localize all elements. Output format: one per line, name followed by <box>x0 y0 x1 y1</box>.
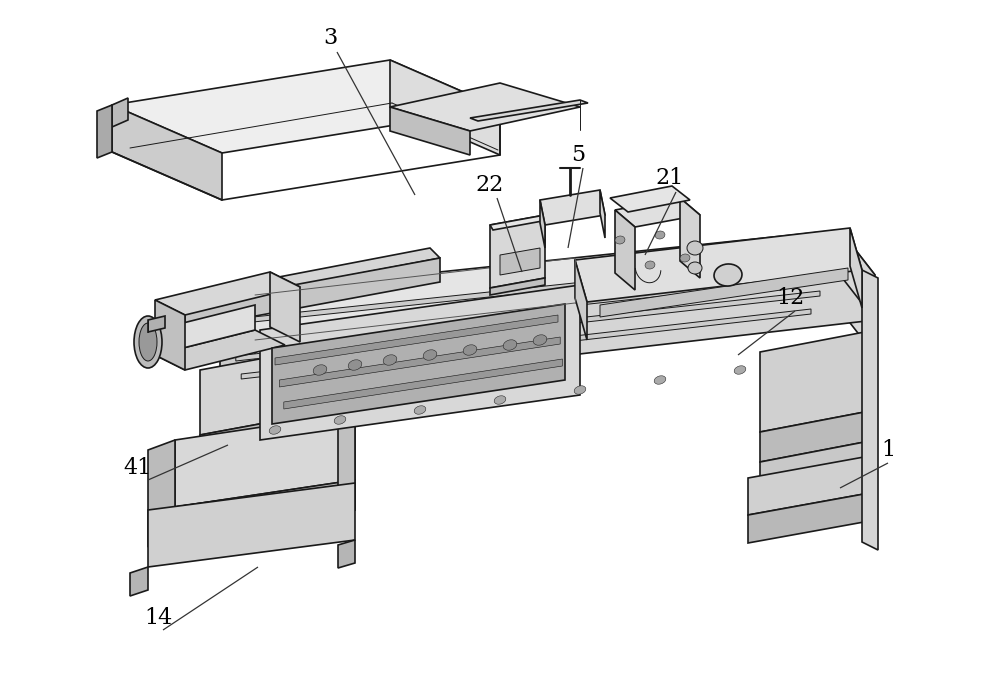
Polygon shape <box>840 230 875 355</box>
Polygon shape <box>748 455 875 515</box>
Polygon shape <box>540 190 605 225</box>
Polygon shape <box>862 270 878 550</box>
Ellipse shape <box>423 350 437 360</box>
Ellipse shape <box>348 360 362 370</box>
Text: 41: 41 <box>124 457 152 479</box>
Polygon shape <box>760 330 875 432</box>
Polygon shape <box>390 60 500 155</box>
Text: 22: 22 <box>476 174 504 196</box>
Text: 21: 21 <box>656 167 684 189</box>
Polygon shape <box>200 410 335 455</box>
Ellipse shape <box>574 386 586 394</box>
Ellipse shape <box>134 316 162 368</box>
Polygon shape <box>575 228 862 302</box>
Polygon shape <box>175 413 355 507</box>
Polygon shape <box>200 345 335 435</box>
Polygon shape <box>760 410 875 462</box>
Polygon shape <box>255 275 875 385</box>
Polygon shape <box>185 248 440 305</box>
Ellipse shape <box>615 236 625 244</box>
Polygon shape <box>155 300 185 370</box>
Polygon shape <box>390 107 470 155</box>
Polygon shape <box>272 304 565 424</box>
Polygon shape <box>241 309 811 379</box>
Ellipse shape <box>503 339 517 350</box>
Ellipse shape <box>680 254 690 262</box>
Polygon shape <box>148 316 165 332</box>
Ellipse shape <box>463 345 477 355</box>
Text: 14: 14 <box>144 607 172 629</box>
Polygon shape <box>148 440 175 547</box>
Polygon shape <box>470 100 588 121</box>
Polygon shape <box>112 105 222 200</box>
Polygon shape <box>97 105 112 158</box>
Ellipse shape <box>334 416 346 424</box>
Polygon shape <box>260 285 580 440</box>
Ellipse shape <box>655 231 665 239</box>
Text: 12: 12 <box>776 287 804 309</box>
Polygon shape <box>230 273 829 343</box>
Text: 1: 1 <box>881 439 895 461</box>
Polygon shape <box>155 272 300 315</box>
Ellipse shape <box>313 365 327 375</box>
Polygon shape <box>600 190 605 238</box>
Polygon shape <box>540 200 545 248</box>
Polygon shape <box>270 272 300 342</box>
Ellipse shape <box>269 426 281 434</box>
Polygon shape <box>279 337 560 387</box>
Polygon shape <box>680 198 700 278</box>
Polygon shape <box>615 198 700 227</box>
Polygon shape <box>390 83 580 131</box>
Polygon shape <box>220 295 255 420</box>
Text: 3: 3 <box>323 27 337 49</box>
Polygon shape <box>225 255 838 325</box>
Ellipse shape <box>645 261 655 269</box>
Ellipse shape <box>687 241 703 255</box>
Ellipse shape <box>734 366 746 374</box>
Polygon shape <box>275 315 558 365</box>
Ellipse shape <box>654 376 666 385</box>
Polygon shape <box>148 483 355 567</box>
Text: 5: 5 <box>571 144 585 166</box>
Polygon shape <box>236 291 820 361</box>
Ellipse shape <box>533 335 547 345</box>
Polygon shape <box>220 230 875 340</box>
Polygon shape <box>130 567 148 596</box>
Ellipse shape <box>383 354 397 365</box>
Polygon shape <box>490 215 548 230</box>
Polygon shape <box>338 413 355 515</box>
Ellipse shape <box>494 395 506 404</box>
Polygon shape <box>850 228 862 308</box>
Polygon shape <box>155 305 255 355</box>
Ellipse shape <box>688 262 702 274</box>
Polygon shape <box>112 60 500 153</box>
Polygon shape <box>500 248 540 275</box>
Ellipse shape <box>139 323 157 361</box>
Polygon shape <box>112 98 128 127</box>
Polygon shape <box>748 492 875 543</box>
Polygon shape <box>155 330 285 370</box>
Polygon shape <box>760 440 875 502</box>
Polygon shape <box>185 258 440 329</box>
Polygon shape <box>490 278 545 295</box>
Polygon shape <box>338 540 355 568</box>
Polygon shape <box>175 480 355 537</box>
Polygon shape <box>615 210 635 290</box>
Polygon shape <box>575 260 587 340</box>
Polygon shape <box>284 359 562 409</box>
Ellipse shape <box>714 264 742 286</box>
Polygon shape <box>600 268 848 317</box>
Ellipse shape <box>414 406 426 414</box>
Polygon shape <box>610 186 690 212</box>
Polygon shape <box>490 215 545 288</box>
